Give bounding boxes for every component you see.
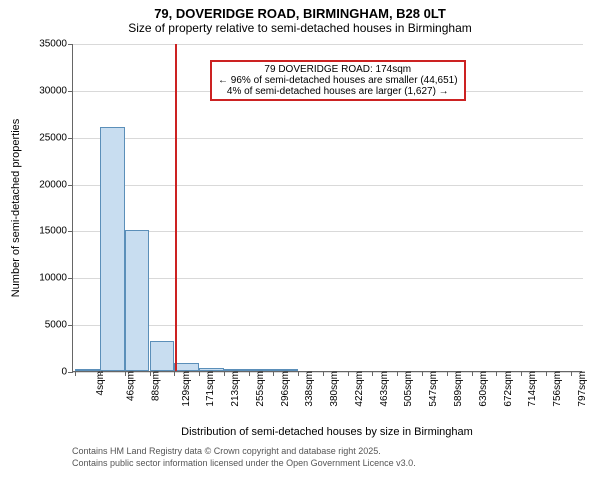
y-gridline [73,278,583,279]
x-tick-mark [125,371,126,376]
y-tick-label: 30000 [39,85,73,96]
x-tick-mark [75,371,76,376]
histogram-bar [174,363,199,371]
histogram-bar [100,127,125,371]
x-tick-mark [397,371,398,376]
x-tick-label: 630sqm [476,371,489,407]
y-tick-label: 10000 [39,273,73,284]
x-tick-mark [323,371,324,376]
x-tick-mark [372,371,373,376]
annotation-line: 79 DOVERIDGE ROAD: 174sqm [218,64,458,75]
x-tick-label: 380sqm [327,371,340,407]
x-tick-mark [199,371,200,376]
chart-subtitle: Size of property relative to semi-detach… [0,21,600,35]
x-tick-label: 88sqm [149,371,162,401]
footnote-line2: Contains public sector information licen… [72,458,416,470]
x-tick-label: 797sqm [575,371,588,407]
property-marker-line [175,44,177,371]
x-tick-mark [546,371,547,376]
x-tick-mark [571,371,572,376]
footnote: Contains HM Land Registry data © Crown c… [72,446,416,469]
y-gridline [73,138,583,139]
x-tick-mark [472,371,473,376]
x-tick-mark [100,371,101,376]
y-tick-label: 0 [61,367,73,378]
x-tick-label: 255sqm [253,371,266,407]
x-axis-label: Distribution of semi-detached houses by … [72,426,582,438]
x-tick-label: 422sqm [352,371,365,407]
annotation-line: 4% of semi-detached houses are larger (1… [218,86,458,97]
x-tick-mark [496,371,497,376]
footnote-line1: Contains HM Land Registry data © Crown c… [72,446,416,458]
y-tick-label: 35000 [39,39,73,50]
histogram-bar [150,341,175,371]
annotation-line: ← 96% of semi-detached houses are smalle… [218,75,458,86]
y-axis-label: Number of semi-detached properties [10,119,22,298]
plot-area: 050001000015000200002500030000350004sqm4… [72,44,582,372]
x-tick-label: 296sqm [278,371,291,407]
histogram-bar [125,230,149,371]
y-gridline [73,231,583,232]
y-gridline [73,325,583,326]
x-tick-label: 338sqm [303,371,316,407]
chart-title: 79, DOVERIDGE ROAD, BIRMINGHAM, B28 0LT [0,0,600,21]
x-tick-label: 672sqm [501,371,514,407]
x-tick-label: 171sqm [203,371,216,407]
y-tick-label: 5000 [45,320,73,331]
x-tick-mark [422,371,423,376]
x-tick-label: 463sqm [377,371,390,407]
y-gridline [73,185,583,186]
chart-container: 79, DOVERIDGE ROAD, BIRMINGHAM, B28 0LT … [0,0,600,500]
x-tick-label: 714sqm [525,371,538,407]
x-tick-mark [150,371,151,376]
x-tick-mark [447,371,448,376]
y-tick-label: 20000 [39,179,73,190]
x-tick-label: 129sqm [179,371,192,407]
x-tick-mark [249,371,250,376]
x-tick-mark [224,371,225,376]
x-tick-label: 547sqm [426,371,439,407]
x-tick-label: 213sqm [228,371,241,407]
x-tick-mark [348,371,349,376]
y-gridline [73,44,583,45]
x-tick-label: 756sqm [550,371,563,407]
y-tick-label: 25000 [39,132,73,143]
x-tick-mark [273,371,274,376]
x-tick-mark [174,371,175,376]
x-tick-mark [298,371,299,376]
y-tick-label: 15000 [39,226,73,237]
x-tick-label: 505sqm [402,371,415,407]
x-tick-label: 589sqm [451,371,464,407]
x-tick-mark [521,371,522,376]
annotation-box: 79 DOVERIDGE ROAD: 174sqm← 96% of semi-d… [210,60,466,101]
